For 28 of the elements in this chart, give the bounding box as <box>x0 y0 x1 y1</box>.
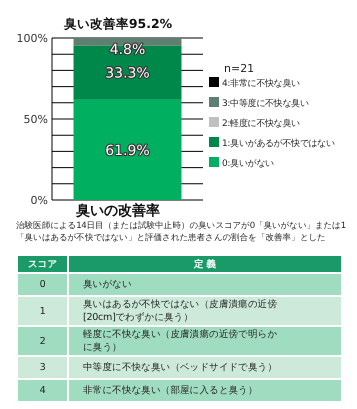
legend-label: 4:非常に不快な臭い <box>222 78 300 89</box>
legend-title: n=21 <box>224 62 254 75</box>
text: 定 義 <box>68 255 342 273</box>
legend-label: 3:中等度に不快な臭い <box>222 98 309 109</box>
text: 軽度に不快な臭い（皮膚潰瘍の近傍で明らかに臭う） <box>68 326 342 356</box>
text: 3 <box>17 356 68 379</box>
text: 臭いはあるが不快ではない（皮膚潰瘍の近傍[20cm]でわずかに臭う） <box>68 296 342 326</box>
data-label: 61.9% <box>105 142 150 159</box>
text: 0 <box>17 273 68 296</box>
legend-label: 1:臭いがあるが不快ではない <box>222 138 335 149</box>
chart-title: 臭い改善率95.2% <box>64 16 173 31</box>
data-label: 4.8% <box>110 42 146 58</box>
y-tick-label: 50% <box>24 113 48 126</box>
data-label: 33.3% <box>105 66 150 82</box>
legend-label: 2:軽度に不快な臭い <box>222 118 300 129</box>
text: 4 <box>17 379 68 402</box>
text: 治験医師による14日目（または試験中止時）の臭いスコアが0「臭いがない」または1「臭いはあるが不快ではない」と評価された患者さんの割合を「改善率」とした <box>16 220 347 244</box>
text: 1 <box>17 296 68 326</box>
y-tick-label: 100% <box>16 32 48 45</box>
text: 2 <box>17 326 68 356</box>
text: 非常に不快な臭い（部屋に入ると臭う） <box>68 379 342 402</box>
text: 臭いがない <box>68 273 342 296</box>
y-tick-label: 0% <box>30 194 48 207</box>
legend-label: 0:臭いがない <box>222 158 274 169</box>
bar <box>74 100 182 200</box>
x-axis-title: 臭いの改善率 <box>75 202 160 219</box>
text: 中等度に不快な臭い（ベッドサイドで臭う） <box>68 356 342 379</box>
text: スコア <box>17 255 68 273</box>
